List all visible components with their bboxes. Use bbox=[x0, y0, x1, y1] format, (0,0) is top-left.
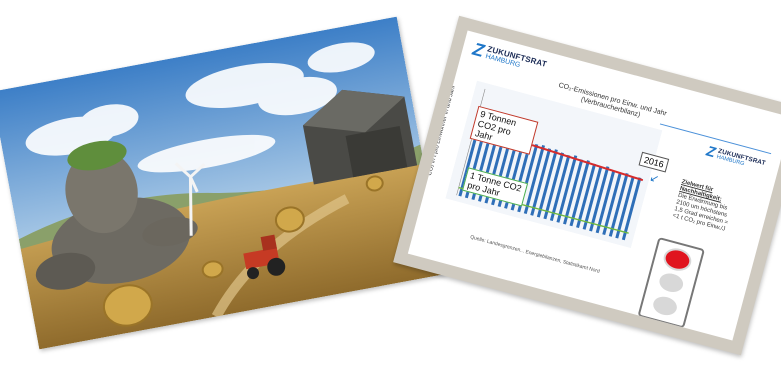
traffic-light-yellow-lamp bbox=[657, 270, 686, 295]
wind-turbine bbox=[174, 162, 206, 236]
landscape-photo bbox=[0, 16, 445, 350]
barn bbox=[302, 89, 418, 185]
traffic-light-red-lamp bbox=[663, 247, 692, 272]
bar-13 bbox=[543, 152, 565, 220]
bar-10 bbox=[523, 144, 546, 215]
sustainability-goal: Zielwert für Nachhaltigkeit: Die Erwärmu… bbox=[672, 179, 737, 234]
bar-15 bbox=[556, 155, 578, 223]
presentation-slide-card: Z ZUKUNFTSRAT HAMBURG CO₂-Emissionen pro… bbox=[393, 15, 781, 356]
bar-19 bbox=[582, 166, 603, 230]
arrow-down-icon: ↙ bbox=[648, 171, 661, 186]
presentation-slide: Z ZUKUNFTSRAT HAMBURG CO₂-Emissionen pro… bbox=[407, 30, 781, 341]
zukunftsrat-logo-small: Z ZUKUNFTSRAT HAMBURG bbox=[704, 143, 767, 175]
bar-25 bbox=[621, 177, 642, 241]
bar-20 bbox=[589, 166, 610, 232]
traffic-light-green-lamp bbox=[651, 294, 679, 318]
bar-14 bbox=[549, 154, 571, 221]
y-axis-label: CO₂ in t pro Einwohner*in und Jahr bbox=[426, 84, 457, 177]
bar-18 bbox=[576, 163, 597, 229]
bar-16 bbox=[563, 159, 584, 225]
photo-illustration bbox=[0, 16, 445, 350]
bar-11 bbox=[530, 148, 552, 216]
clouds bbox=[25, 42, 375, 173]
bar-17 bbox=[569, 160, 590, 227]
stone-giant-figure bbox=[35, 140, 198, 290]
bar-22 bbox=[602, 172, 622, 236]
zukunftsrat-logo: Z ZUKUNFTSRAT HAMBURG bbox=[470, 39, 548, 79]
bar-21 bbox=[595, 170, 616, 234]
tractor bbox=[243, 234, 286, 280]
bar-12 bbox=[536, 149, 558, 218]
hay-bales bbox=[102, 175, 384, 327]
source-note: Quelle: Landesgrenzen... Energiebilanzen… bbox=[469, 234, 601, 275]
bar-23 bbox=[608, 173, 629, 237]
bar-24 bbox=[615, 176, 635, 239]
traffic-light-icon bbox=[637, 236, 706, 329]
